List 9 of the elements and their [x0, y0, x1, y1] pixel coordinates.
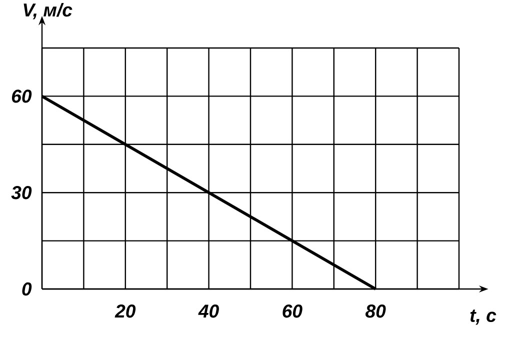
y-axis-title: V, м/с	[24, 2, 72, 20]
x-tick-label: 80	[366, 304, 386, 318]
y-tick-label: 60	[12, 90, 32, 103]
x-axis-title: t, с	[470, 310, 496, 325]
y-tick-label: 30	[11, 186, 32, 200]
x-tick-label: 60	[282, 304, 302, 318]
x-tick-label: 20	[114, 304, 136, 318]
y-tick-label: 0	[22, 282, 32, 296]
x-tick-label: 40	[198, 304, 219, 318]
